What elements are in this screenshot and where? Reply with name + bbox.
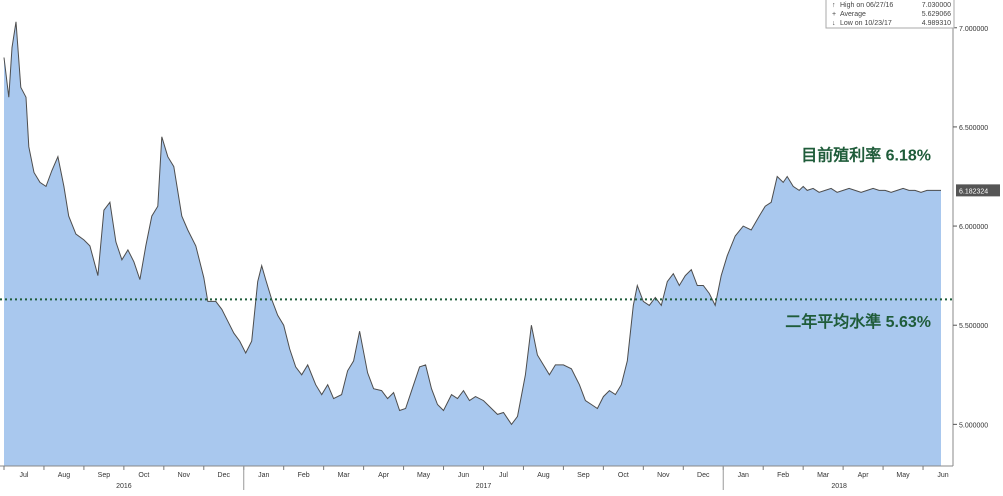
x-tick-label: Aug [58,472,71,479]
x-tick-label: Oct [138,472,149,479]
x-tick-label: May [896,472,910,479]
annotations: 目前殖利率 6.18% 二年平均水準 5.63% [785,146,931,332]
x-tick-label: May [417,472,431,479]
last-value-text: 6.182324 [959,188,988,195]
legend-value: 5.629066 [922,11,951,18]
x-tick-label: Apr [378,472,390,479]
x-tick-label: Jul [19,472,28,479]
x-tick-label: Jun [458,472,469,479]
legend-entry: Low on 10/23/17 [840,20,892,27]
x-tick-label: Nov [178,472,191,479]
annotation-text: 目前殖利率 6.18% [801,146,931,165]
legend-entry: High on 06/27/16 [840,2,893,9]
x-tick-label: Mar [817,472,830,479]
legend-box [825,0,955,29]
x-tick-label: Aug [537,472,550,479]
x-tick-label: Sep [577,472,590,479]
last-value-label: 6.182324 [956,184,1000,197]
x-tick-label: Jun [937,472,948,479]
y-tick-label: 5.500000 [959,323,988,330]
legend-value: 7.030000 [922,2,951,9]
legend-symbol: + [832,11,836,18]
year-label: 2017 [476,483,492,490]
legend: ↑ High on 06/27/16 7.030000 + Average 5.62906… [825,0,955,29]
x-tick-label: Oct [618,472,629,479]
last-value-bg [956,184,1000,197]
x-tick-label: Dec [218,472,231,479]
x-tick-label: Apr [858,472,870,479]
x-tick-label: Jul [499,472,508,479]
legend-symbol: ↑ [832,2,836,9]
x-tick-label: Feb [298,472,310,479]
x-tick-label: Jan [738,472,749,479]
yield-line [3,21,941,426]
x-tick-label: Mar [338,472,351,479]
year-label: 2018 [831,483,847,490]
year-label: 2016 [116,483,132,490]
x-tick-label: Feb [777,472,789,479]
x-axis: Jul Aug Sep Oct Nov Dec Jan Feb Mar Apr May Jun Jul A… [0,465,953,490]
y-axis: 7.000000 6.500000 6.000000 5.500000 5.000000 [952,0,988,466]
annotation-text: 二年平均水準 5.63% [785,312,931,331]
y-tick-label: 6.500000 [959,125,988,132]
x-tick-label: Dec [697,472,710,479]
x-tick-label: Sep [98,472,111,479]
legend-symbol: ↓ [832,20,836,27]
yield-area [4,21,941,467]
x-tick-label: Nov [657,472,670,479]
legend-value: 4.989310 [922,20,951,27]
x-tick-label: Jan [258,472,269,479]
y-tick-label: 7.000000 [959,26,988,33]
y-tick-label: 6.000000 [959,224,988,231]
y-tick-label: 5.000000 [959,422,988,429]
legend-entry: Average [840,11,866,18]
